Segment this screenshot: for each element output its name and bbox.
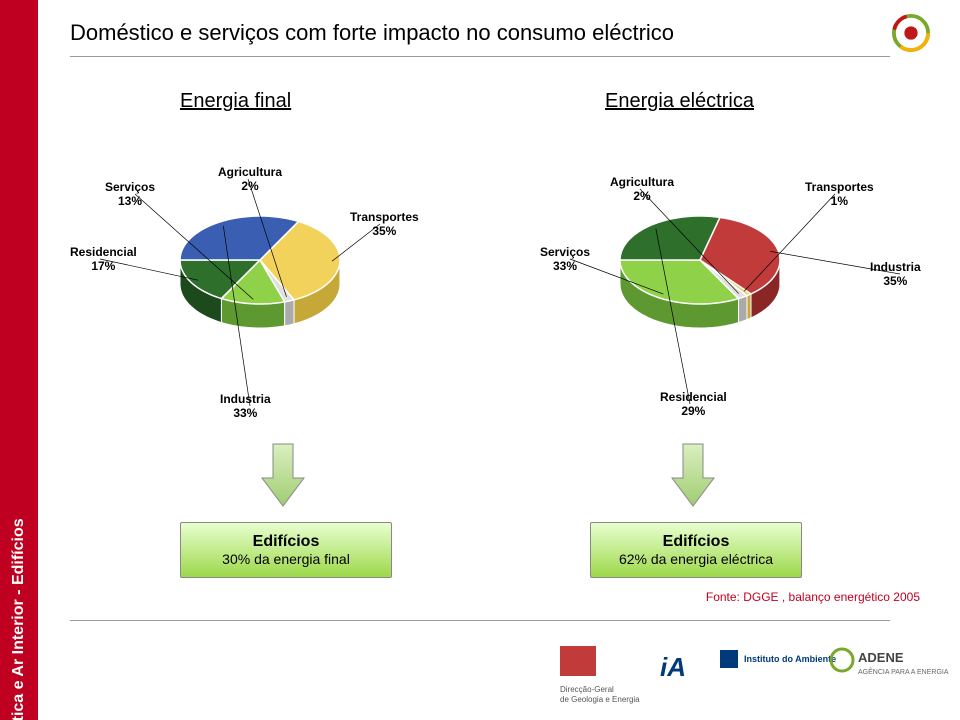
slice-label: Transportes35% bbox=[350, 210, 419, 239]
callout-left: Edifícios 30% da energia final bbox=[180, 522, 392, 578]
source-text: Fonte: DGGE , balanço energético 2005 bbox=[706, 590, 920, 604]
callout-right-sub: 62% da energia eléctrica bbox=[619, 551, 773, 567]
slice-label: Agricultura2% bbox=[218, 165, 282, 194]
callout-right-title: Edifícios bbox=[663, 533, 730, 551]
callout-left-title: Edifícios bbox=[253, 533, 320, 551]
svg-text:Instituto do Ambiente: Instituto do Ambiente bbox=[744, 654, 836, 664]
slice-label: Industria33% bbox=[220, 392, 271, 421]
svg-text:AGÊNCIA PARA A ENERGIA: AGÊNCIA PARA A ENERGIA bbox=[858, 667, 949, 676]
slice-label: Agricultura2% bbox=[610, 175, 674, 204]
footer-logos: Direcção-Geralde Geologia e Energia iA Ins… bbox=[0, 628, 960, 708]
slice-label: Industria35% bbox=[870, 260, 921, 289]
down-arrow bbox=[668, 440, 718, 510]
slice-label: Serviços13% bbox=[105, 180, 155, 209]
charts-canvas bbox=[0, 0, 960, 720]
callout-right: Edifícios 62% da energia eléctrica bbox=[590, 522, 802, 578]
svg-text:iA: iA bbox=[660, 652, 686, 682]
slice-label: Serviços33% bbox=[540, 245, 590, 274]
svg-text:Direcção-Geral: Direcção-Geral bbox=[560, 685, 614, 694]
slice-label: Residencial29% bbox=[660, 390, 727, 419]
slice-label: Residencial17% bbox=[70, 245, 137, 274]
down-arrow bbox=[258, 440, 308, 510]
callout-left-sub: 30% da energia final bbox=[222, 551, 350, 567]
page: Certificação Energética e Ar Interior - … bbox=[0, 0, 960, 720]
footer-rule bbox=[70, 620, 890, 621]
svg-text:de Geologia e Energia: de Geologia e Energia bbox=[560, 695, 640, 704]
slice-label: Transportes1% bbox=[805, 180, 874, 209]
svg-text:ADENE: ADENE bbox=[858, 650, 904, 665]
